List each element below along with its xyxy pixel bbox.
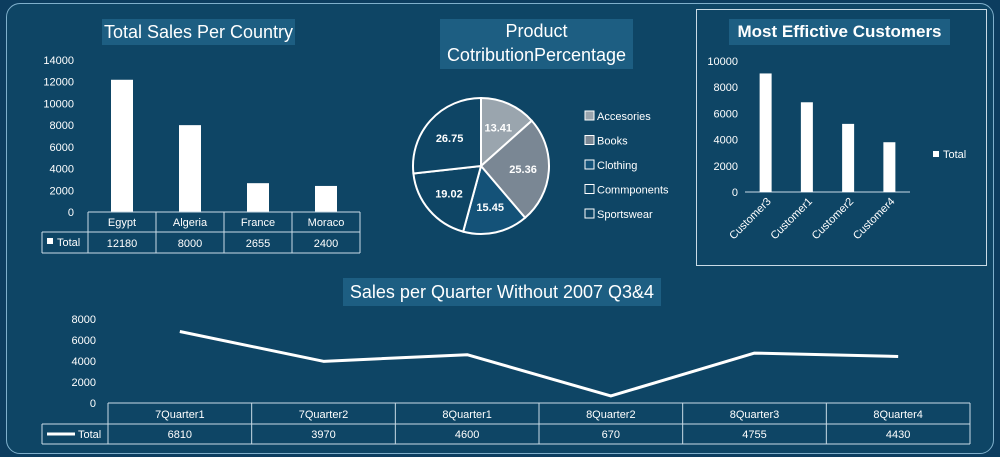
pie-legend-label: Clothing [597, 160, 637, 172]
customers-bar [759, 73, 772, 192]
country-legend-key [47, 238, 53, 244]
customers-ytick-label: 10000 [707, 56, 738, 68]
country-bar [247, 183, 269, 212]
pie-legend-key [584, 159, 595, 170]
pie-value-label: 19.02 [435, 188, 463, 200]
country-bar [111, 79, 133, 212]
country-ytick-label: 12000 [43, 77, 74, 89]
country-category-label: Algeria [173, 217, 208, 229]
customers-chart-title: Most Effictive Customers [729, 19, 950, 45]
pie-value-label: 26.75 [436, 133, 464, 145]
pie-slice [412, 96, 482, 175]
country-value-label: 12180 [107, 238, 138, 250]
customers-ytick-label: 6000 [714, 108, 738, 120]
quarter-category-label: 7Quarter2 [299, 409, 349, 421]
quarter-category-label: 8Quarter1 [442, 409, 492, 421]
country-category-label: Egypt [108, 217, 136, 229]
quarter-ytick-label: 8000 [72, 314, 96, 326]
pie-slice [461, 163, 527, 235]
pie-legend-label: Commponents [597, 185, 669, 197]
quarter-legend-label: Total [78, 429, 101, 441]
country-bar [315, 185, 337, 212]
quarter-value-label: 4755 [742, 429, 766, 441]
country-category-label: Moraco [308, 217, 345, 229]
pie-value-label: 25.36 [509, 164, 537, 176]
country-legend-label: Total [57, 237, 80, 249]
customers-ytick-label: 2000 [714, 161, 738, 173]
quarter-category-label: 8Quarter2 [586, 409, 636, 421]
customers-ytick-label: 0 [732, 187, 738, 199]
pie-slice [480, 96, 534, 169]
country-ytick-label: 8000 [50, 120, 74, 132]
customers-chart-border [696, 9, 987, 266]
pie-slice [412, 164, 483, 233]
quarter-value-label: 4430 [886, 429, 910, 441]
customers-bar [800, 102, 813, 192]
pie-value-label: 13.41 [484, 123, 512, 135]
quarter-value-label: 3970 [311, 429, 335, 441]
customers-bar [883, 142, 896, 192]
customers-ytick-label: 4000 [714, 135, 738, 147]
country-value-label: 2400 [314, 238, 338, 250]
country-ytick-label: 0 [68, 207, 74, 219]
quarter-ytick-label: 0 [90, 398, 96, 410]
pie-legend-label: Sportswear [597, 209, 653, 221]
pie-slice [479, 119, 550, 220]
customers-legend-key [933, 151, 939, 157]
country-value-label: 8000 [178, 238, 202, 250]
customers-category-label: Customer2 [810, 196, 857, 243]
customers-bar [842, 123, 855, 192]
pie-legend-key [584, 208, 595, 219]
country-chart-title: Total Sales Per Country [102, 19, 295, 45]
pie-legend-key [584, 110, 595, 121]
quarter-value-label: 6810 [168, 429, 192, 441]
quarter-ytick-label: 2000 [72, 377, 96, 389]
pie-legend-key [584, 135, 595, 145]
country-category-label: France [241, 217, 275, 229]
country-bar [179, 125, 201, 212]
quarter-ytick-label: 6000 [72, 335, 96, 347]
quarter-value-label: 4600 [455, 429, 479, 441]
quarter-category-label: 8Quarter3 [730, 409, 780, 421]
customers-ytick-label: 8000 [714, 82, 738, 94]
customers-category-label: Customer4 [851, 196, 898, 243]
quarter-chart-title: Sales per Quarter Without 2007 Q3&4 [343, 278, 661, 306]
pie-legend-key [584, 184, 595, 194]
quarter-value-label: 670 [602, 429, 620, 441]
country-ytick-label: 2000 [50, 185, 74, 197]
country-value-label: 2655 [246, 238, 270, 250]
pie-legend-label: Accesories [597, 111, 651, 123]
quarter-series-line [179, 330, 899, 398]
quarter-category-label: 8Quarter4 [873, 409, 923, 421]
customers-category-label: Customer1 [768, 196, 815, 243]
country-ytick-label: 14000 [43, 55, 74, 67]
quarter-ytick-label: 4000 [72, 356, 96, 368]
quarter-category-label: 7Quarter1 [155, 409, 205, 421]
pie-legend-label: Books [597, 136, 628, 148]
country-ytick-label: 10000 [43, 98, 74, 110]
country-ytick-label: 6000 [50, 142, 74, 154]
product-chart-title: Product CotributionPercentage [440, 19, 633, 69]
customers-category-label: Customer3 [727, 196, 774, 243]
country-ytick-label: 4000 [50, 164, 74, 176]
pie-value-label: 15.45 [476, 202, 504, 214]
customers-legend-label: Total [943, 149, 966, 161]
